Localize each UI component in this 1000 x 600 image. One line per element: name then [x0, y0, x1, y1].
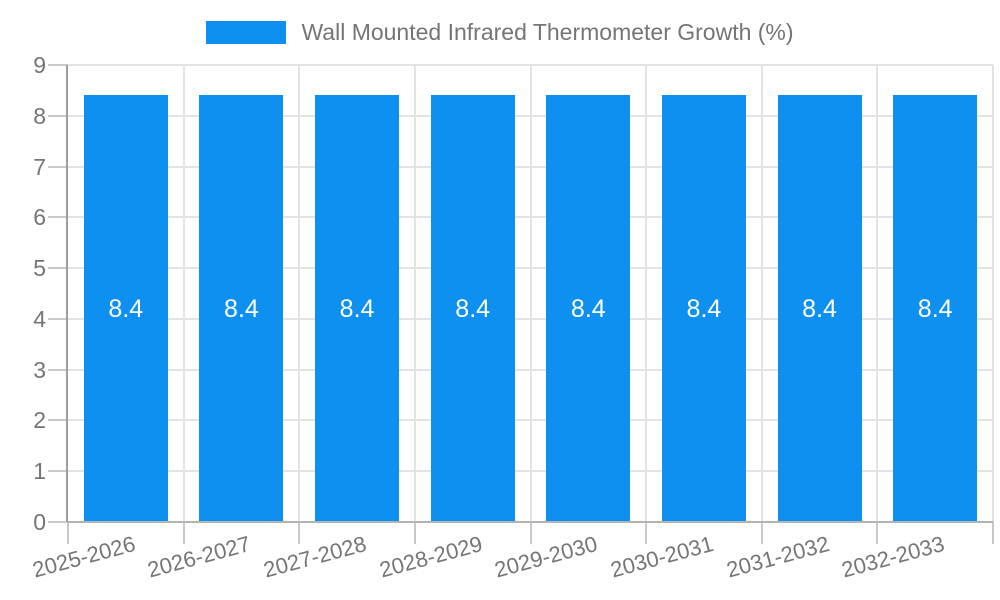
- v-gridline: [413, 65, 416, 522]
- v-gridline: [876, 65, 879, 522]
- bar[interactable]: [893, 95, 978, 522]
- y-tick-label: 2: [33, 407, 46, 434]
- x-axis-tick: [67, 522, 69, 544]
- bar[interactable]: [430, 95, 515, 522]
- x-axis-tick: [992, 522, 994, 544]
- bar-value-label: 8.4: [108, 294, 144, 323]
- x-axis-tick: [760, 522, 763, 544]
- legend-swatch-icon: [206, 20, 287, 44]
- y-tick-label: 9: [33, 52, 46, 78]
- bar-value-label: 8.4: [455, 294, 491, 323]
- chart-legend: Wall Mounted Infrared Thermometer Growth…: [0, 16, 1000, 48]
- y-axis-tick: [48, 419, 68, 422]
- x-axis-tick: [182, 522, 185, 544]
- bar[interactable]: [777, 95, 862, 522]
- bar[interactable]: [315, 95, 400, 522]
- v-gridline: [645, 65, 648, 522]
- y-tick-label: 0: [33, 509, 46, 535]
- x-axis-tick: [645, 522, 648, 544]
- y-axis-tick: [48, 64, 68, 66]
- y-tick-label: 5: [33, 255, 46, 282]
- bar[interactable]: [661, 95, 746, 522]
- y-tick-label: 1: [33, 458, 46, 485]
- bar-value-label: 8.4: [802, 294, 837, 323]
- x-axis-tick: [876, 522, 879, 544]
- bar-value-label: 8.4: [570, 294, 606, 323]
- bar[interactable]: [83, 95, 168, 522]
- y-axis-line: [66, 65, 68, 522]
- bar-value-label: 8.4: [339, 294, 375, 323]
- v-gridline: [182, 65, 185, 522]
- y-axis-tick: [48, 368, 68, 371]
- y-axis-tick: [48, 267, 68, 270]
- v-gridline: [529, 65, 532, 522]
- bar-value-label: 8.4: [686, 294, 722, 323]
- y-tick-label: 8: [33, 102, 46, 129]
- v-gridline: [760, 65, 763, 522]
- v-gridline: [298, 65, 301, 522]
- y-tick-label: 4: [33, 305, 46, 332]
- legend-series-label: Wall Mounted Infrared Thermometer Growth…: [301, 18, 794, 45]
- v-gridline: [992, 65, 994, 522]
- y-axis-tick: [48, 165, 68, 168]
- y-axis-tick: [48, 470, 68, 473]
- x-axis-tick: [413, 522, 416, 544]
- y-axis-tick: [48, 114, 68, 117]
- bar-value-label: 8.4: [917, 294, 953, 323]
- bar-value-label: 8.4: [224, 294, 259, 323]
- y-axis-tick: [48, 317, 68, 320]
- bar[interactable]: [199, 95, 284, 522]
- y-tick-label: 6: [33, 204, 46, 231]
- y-tick-label: 3: [33, 356, 46, 383]
- y-axis-tick: [48, 521, 68, 523]
- y-axis-tick: [48, 216, 68, 219]
- x-axis-tick: [529, 522, 532, 544]
- x-axis-line: [68, 521, 993, 523]
- bar[interactable]: [546, 95, 631, 522]
- x-axis-tick: [298, 522, 301, 544]
- y-tick-label: 7: [33, 153, 46, 180]
